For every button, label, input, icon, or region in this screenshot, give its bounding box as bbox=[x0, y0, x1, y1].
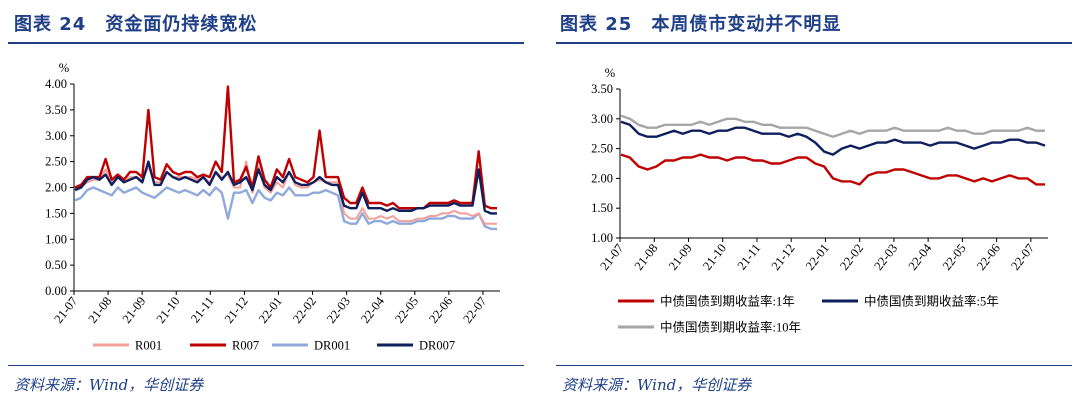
right-series-0 bbox=[620, 153, 1045, 186]
right-series-1 bbox=[620, 120, 1046, 156]
left-title-rule bbox=[8, 42, 524, 44]
left-x-tick-label: 21-09 bbox=[120, 294, 149, 326]
left-x-tick-label: 22-05 bbox=[392, 294, 421, 326]
right-x-tick-label: 22-05 bbox=[940, 241, 969, 273]
right-legend-label-0: 中债国债到期收益率:1年 bbox=[660, 294, 795, 309]
right-x-tick-label: 22-01 bbox=[803, 241, 832, 273]
left-chart-title: 图表 24 资金面仍持续宽松 bbox=[14, 14, 258, 35]
left-y-tick-label: 3.50 bbox=[45, 103, 67, 117]
left-y-tick-label: 1.00 bbox=[45, 232, 67, 246]
left-y-tick-label: 3.00 bbox=[45, 129, 67, 143]
right-y-tick-label: 1.50 bbox=[591, 201, 613, 215]
right-x-tick-label: 22-06 bbox=[974, 241, 1003, 273]
left-y-tick-label: 1.50 bbox=[45, 206, 67, 220]
right-series-2 bbox=[620, 114, 1045, 138]
right-legend-label-1: 中债国债到期收益率:5年 bbox=[864, 294, 999, 309]
left-source-rule bbox=[8, 365, 524, 366]
left-x-tick-label: 22-06 bbox=[426, 294, 455, 326]
left-chart: %4.003.503.002.502.001.501.000.500.0021-… bbox=[45, 61, 500, 353]
right-x-tick-label: 21-12 bbox=[769, 241, 798, 273]
left-x-tick-label: 21-07 bbox=[51, 294, 80, 326]
right-x-tick-label: 22-07 bbox=[1008, 241, 1037, 273]
left-series-2 bbox=[74, 186, 497, 231]
left-legend-label-3: DR007 bbox=[419, 339, 455, 353]
right-chart-title: 图表 25 本周债市变动并不明显 bbox=[560, 14, 842, 35]
right-y-tick-label: 1.00 bbox=[591, 231, 613, 245]
right-x-tick-label: 22-02 bbox=[837, 241, 866, 273]
left-unit-label: % bbox=[59, 61, 69, 75]
left-series-3 bbox=[74, 160, 497, 215]
right-x-tick-label: 22-04 bbox=[906, 241, 935, 273]
left-x-tick-label: 22-02 bbox=[290, 294, 319, 326]
left-y-tick-label: 0.00 bbox=[45, 284, 67, 298]
right-x-tick-label: 21-10 bbox=[700, 241, 729, 273]
right-source-rule bbox=[556, 365, 1072, 366]
right-title-rule bbox=[556, 42, 1072, 44]
left-x-tick-label: 21-10 bbox=[154, 294, 183, 326]
left-y-tick-label: 2.50 bbox=[45, 155, 67, 169]
right-x-tick-label: 21-08 bbox=[632, 241, 661, 273]
left-y-tick-label: 2.00 bbox=[45, 181, 67, 195]
right-x-tick-label: 21-11 bbox=[735, 241, 764, 272]
right-x-tick-label: 22-03 bbox=[871, 241, 900, 273]
left-chart-legend: R001 R007 DR001 DR007 bbox=[93, 339, 455, 353]
right-y-tick-label: 3.00 bbox=[591, 112, 613, 126]
right-chart-lines bbox=[620, 114, 1046, 186]
right-x-tick-label: 21-09 bbox=[666, 241, 695, 273]
left-legend-label-2: DR001 bbox=[314, 339, 350, 353]
left-x-tick-label: 21-11 bbox=[188, 294, 217, 325]
right-legend-label-2: 中债国债到期收益率:10年 bbox=[660, 320, 801, 335]
left-x-tick-label: 22-07 bbox=[460, 294, 489, 326]
left-x-tick-label: 21-08 bbox=[85, 294, 114, 326]
right-y-tick-label: 2.00 bbox=[591, 171, 613, 185]
left-chart-lines bbox=[74, 85, 497, 231]
left-legend-label-1: R007 bbox=[232, 339, 259, 353]
left-y-tick-label: 0.50 bbox=[45, 258, 67, 272]
left-x-tick-label: 22-01 bbox=[256, 294, 285, 326]
right-x-tick-label: 21-07 bbox=[597, 241, 626, 273]
left-legend-label-0: R001 bbox=[135, 339, 162, 353]
left-x-tick-label: 21-12 bbox=[222, 294, 251, 326]
left-source-text: 资料来源：Wind，华创证券 bbox=[14, 376, 204, 394]
right-y-tick-label: 3.50 bbox=[591, 82, 613, 96]
left-x-tick-label: 22-04 bbox=[358, 294, 387, 326]
left-y-tick-label: 4.00 bbox=[45, 77, 67, 91]
right-source-text: 资料来源：Wind，华创证券 bbox=[562, 376, 752, 394]
right-unit-label: % bbox=[605, 66, 615, 80]
left-x-tick-label: 22-03 bbox=[324, 294, 353, 326]
right-y-tick-label: 2.50 bbox=[591, 142, 613, 156]
